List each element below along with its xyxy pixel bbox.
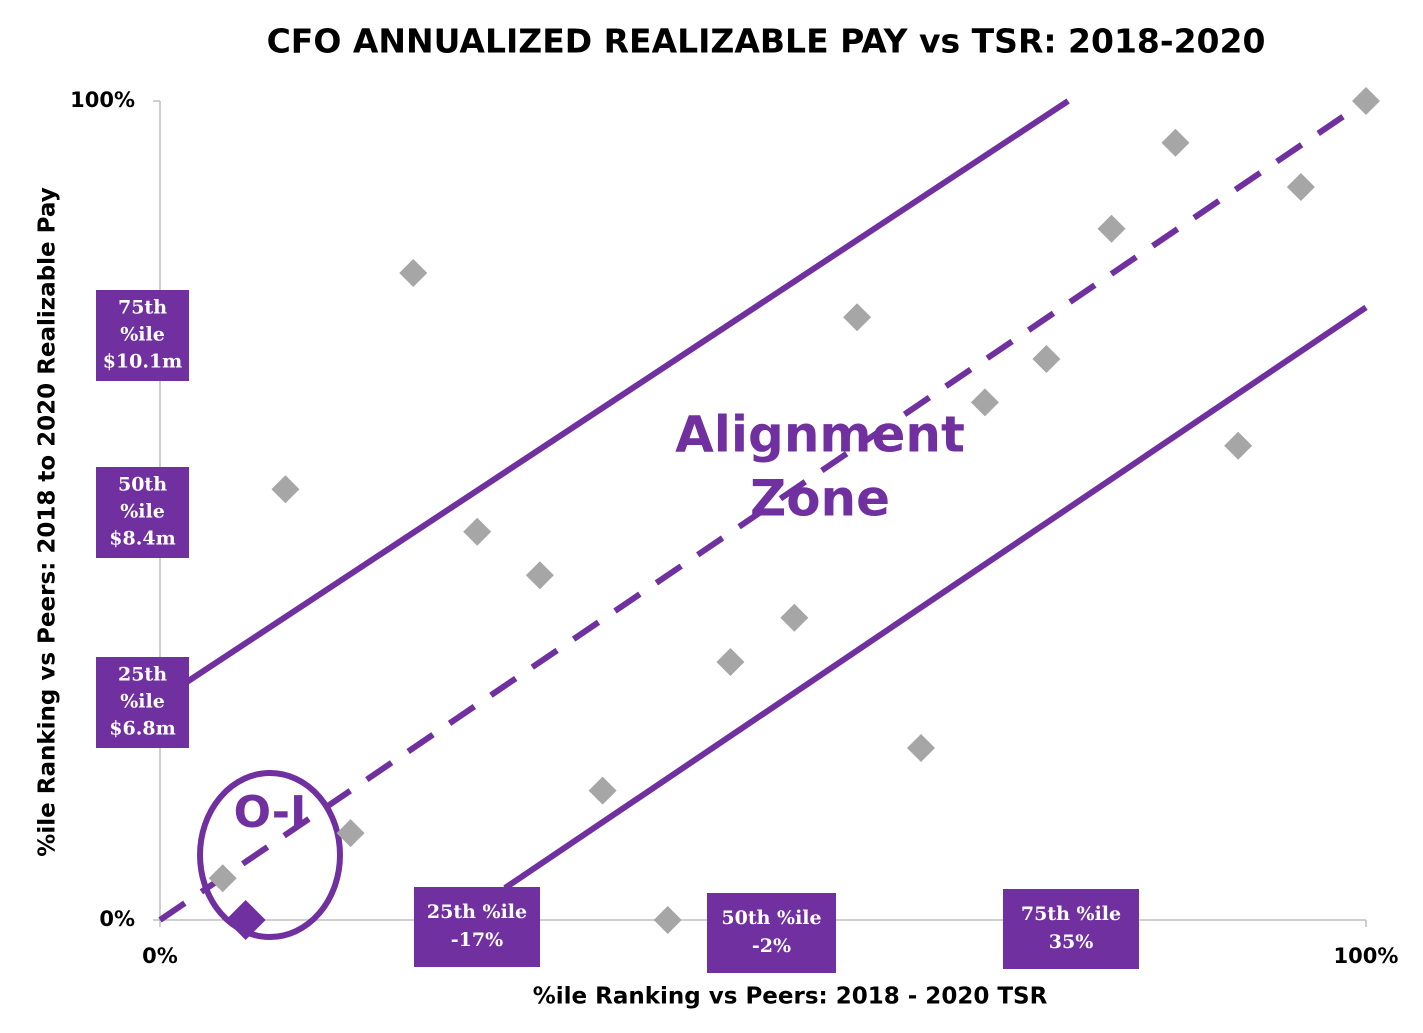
y-box-text: 50th [118, 474, 167, 496]
data-point [463, 517, 492, 546]
data-point [653, 906, 682, 934]
reference-line [158, 98, 1368, 923]
x-box-text: 75th %ile [1021, 903, 1121, 925]
x-axis-label: %ile Ranking vs Peers: 2018 - 2020 TSR [533, 984, 1048, 1010]
data-point [399, 258, 428, 287]
data-point [208, 864, 237, 893]
data-point [225, 900, 266, 940]
y-box [96, 657, 189, 748]
x-box [707, 893, 836, 973]
y-box-text: 75th [118, 297, 167, 319]
data-point [843, 303, 872, 332]
x-box-text: 50th %ile [721, 907, 821, 929]
y-box-text: $8.4m [109, 528, 175, 550]
highlight-ellipse [197, 770, 343, 940]
x-tick-label: 100% [1334, 944, 1399, 968]
y-box-text: $10.1m [103, 351, 183, 373]
data-point [970, 388, 999, 417]
data-point [906, 734, 935, 763]
data-point [336, 819, 365, 848]
y-axis-label: %ile Ranking vs Peers: 2018 to 2020 Real… [35, 187, 61, 856]
x-box-text: 35% [1049, 931, 1094, 953]
data-point [1161, 128, 1190, 157]
reference-line [158, 98, 1070, 703]
y-box-text: %ile [120, 691, 165, 713]
data-point [1097, 214, 1126, 243]
x-box [1003, 889, 1139, 969]
data-point [1032, 344, 1061, 373]
y-box [96, 290, 189, 381]
y-tick-label: 0% [99, 907, 135, 931]
y-box [96, 467, 189, 558]
x-box-text: -2% [752, 935, 791, 957]
data-point [780, 603, 809, 632]
data-point [588, 776, 617, 805]
data-point [1352, 87, 1380, 115]
y-box-text: 25th [118, 664, 167, 686]
y-box-text: $6.8m [109, 718, 175, 740]
data-point [525, 561, 554, 590]
x-box-text: 25th %ile [427, 901, 527, 923]
y-box-text: %ile [120, 324, 165, 346]
annotation: O-I [234, 787, 307, 838]
y-box-text: %ile [120, 501, 165, 523]
data-point [1224, 431, 1253, 460]
data-point [1286, 172, 1315, 201]
data-point [716, 648, 745, 677]
reference-line [503, 304, 1368, 891]
x-box [414, 887, 540, 967]
data-point [271, 475, 300, 504]
annotation: Alignment [675, 406, 965, 464]
y-tick-label: 100% [70, 88, 135, 112]
chart-title: CFO ANNUALIZED REALIZABLE PAY vs TSR: 20… [267, 22, 1266, 61]
x-box-text: -17% [451, 929, 503, 951]
x-tick-label: 0% [142, 944, 178, 968]
annotation: Zone [750, 470, 890, 528]
